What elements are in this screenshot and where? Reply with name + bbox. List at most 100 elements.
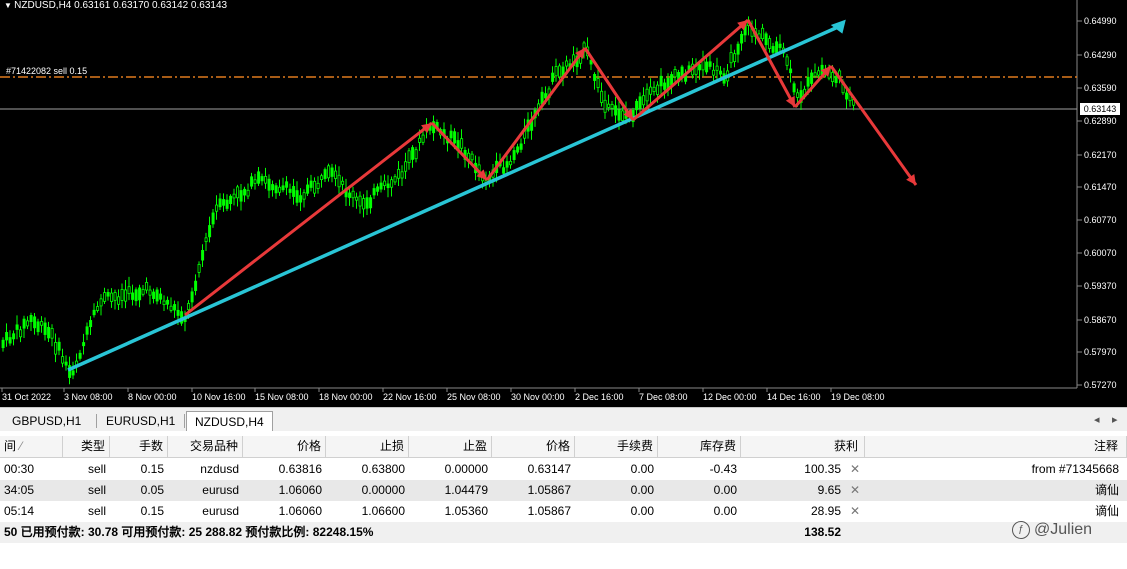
- candle-body: [1, 339, 5, 349]
- candle-body: [152, 291, 156, 299]
- price-tick-label: 0.63590: [1084, 83, 1117, 93]
- candle-body: [418, 137, 422, 143]
- chart-menu-triangle-icon[interactable]: ▼: [4, 1, 15, 10]
- candle-body: [834, 75, 838, 84]
- candle-body: [449, 130, 453, 139]
- trend-line: [67, 25, 839, 372]
- table-row[interactable]: 34:05 sell 0.05 eurusd 1.06060 0.00000 1…: [0, 480, 1127, 501]
- candle-body: [792, 83, 796, 93]
- close-position-icon[interactable]: ✕: [850, 483, 861, 497]
- col-comment[interactable]: 注释: [865, 436, 1127, 457]
- tab-nzdusd-h4[interactable]: NZDUSD,H4: [186, 411, 273, 431]
- time-tick-label: 3 Nov 08:00: [64, 392, 113, 402]
- candle-body: [134, 289, 138, 302]
- candle-body: [78, 352, 82, 359]
- candle-body: [621, 110, 625, 121]
- time-tick-label: 8 Nov 00:00: [128, 392, 177, 402]
- candle-body: [393, 176, 397, 183]
- candle-body: [509, 160, 513, 166]
- scroll-left-icon[interactable]: ◂: [1094, 414, 1100, 426]
- row-current-price: 0.63147: [527, 462, 571, 476]
- candle-body: [292, 186, 296, 197]
- col-symbol[interactable]: 交易品种: [168, 436, 243, 457]
- candle-body: [698, 64, 702, 71]
- candle-body: [761, 27, 765, 40]
- col-time[interactable]: 间 ⁄: [0, 436, 63, 457]
- candle-body: [817, 70, 821, 76]
- tab-gbpusd-h1[interactable]: GBPUSD,H1: [12, 414, 82, 428]
- row-price: 1.06060: [278, 504, 322, 518]
- row-lots: 0.15: [140, 462, 164, 476]
- candle-body: [127, 286, 131, 295]
- time-tick-label: 31 Oct 2022: [2, 392, 52, 402]
- scroll-right-icon[interactable]: ▸: [1112, 414, 1118, 426]
- candle-body: [316, 182, 320, 189]
- trend-arrow-head-0: [421, 123, 432, 134]
- row-symbol: eurusd: [202, 504, 239, 518]
- candle-body: [327, 165, 331, 179]
- close-position-icon[interactable]: ✕: [850, 504, 861, 518]
- candle-body: [120, 289, 124, 301]
- col-tp[interactable]: 止盈: [409, 436, 492, 457]
- candle-body: [341, 180, 345, 185]
- candle-body: [603, 99, 607, 113]
- candle-body: [351, 190, 355, 199]
- candle-body: [512, 150, 516, 160]
- candle-body: [169, 305, 173, 311]
- row-profit: 100.35: [804, 462, 841, 476]
- trend-line-arrowhead: [830, 19, 846, 34]
- col-lots[interactable]: 手数: [110, 436, 168, 457]
- col-swap[interactable]: 库存费: [658, 436, 741, 457]
- trend-arrow-2: [485, 47, 587, 181]
- candle-body: [8, 337, 12, 344]
- candle-body: [348, 192, 352, 198]
- row-time: 00:30: [4, 462, 35, 476]
- row-type: sell: [87, 462, 106, 476]
- candle-body: [148, 289, 152, 296]
- chart-canvas[interactable]: [0, 0, 1127, 407]
- row-sl[interactable]: 0.63800: [361, 462, 405, 476]
- close-position-icon[interactable]: ✕: [850, 462, 861, 476]
- price-chart[interactable]: ▼ NZDUSD,H4 0.63161 0.63170 0.63142 0.63…: [0, 0, 1127, 407]
- trend-arrow-0: [184, 121, 433, 317]
- candle-body: [813, 72, 817, 77]
- candle-body: [29, 315, 33, 322]
- candle-body: [110, 292, 114, 302]
- candle-body: [64, 361, 68, 366]
- tab-eurusd-h1[interactable]: EURUSD,H1: [106, 414, 176, 428]
- price-tick-label: 0.60070: [1084, 248, 1117, 258]
- candle-body: [113, 292, 117, 301]
- row-sl[interactable]: 1.06600: [361, 504, 405, 518]
- trend-arrow-head-3: [623, 108, 633, 120]
- candle-body: [302, 192, 306, 200]
- candle-body: [82, 342, 86, 347]
- candle-body: [61, 356, 65, 364]
- candle-body: [162, 300, 166, 305]
- time-tick-label: 14 Dec 16:00: [767, 392, 821, 402]
- candle-body: [43, 322, 47, 335]
- row-tp[interactable]: 1.05360: [444, 504, 488, 518]
- order-line-label[interactable]: #71422082 sell 0.15: [6, 66, 88, 76]
- col-type[interactable]: 类型: [63, 436, 110, 457]
- col-profit[interactable]: 获利: [741, 436, 865, 457]
- row-commission: 0.00: [630, 504, 654, 518]
- candle-body: [187, 303, 191, 311]
- candle-body: [306, 184, 310, 194]
- row-lots: 0.15: [140, 504, 164, 518]
- row-sl[interactable]: 0.00000: [361, 483, 405, 497]
- table-row[interactable]: 00:30 sell 0.15 nzdusd 0.63816 0.63800 0…: [0, 459, 1127, 480]
- table-row[interactable]: 05:14 sell 0.15 eurusd 1.06060 1.06600 1…: [0, 501, 1127, 522]
- candle-body: [460, 138, 464, 149]
- candle-body: [320, 175, 324, 180]
- col-sl[interactable]: 止损: [326, 436, 409, 457]
- col-current-price[interactable]: 价格: [492, 436, 575, 457]
- col-commission[interactable]: 手续费: [575, 436, 658, 457]
- candle-body: [201, 250, 205, 261]
- col-price[interactable]: 价格: [243, 436, 326, 457]
- candle-body: [638, 96, 642, 109]
- trend-arrow-3: [583, 47, 635, 121]
- row-tp[interactable]: 0.00000: [444, 462, 488, 476]
- candle-body: [176, 309, 180, 316]
- row-tp[interactable]: 1.04479: [444, 483, 488, 497]
- candle-body: [365, 197, 369, 209]
